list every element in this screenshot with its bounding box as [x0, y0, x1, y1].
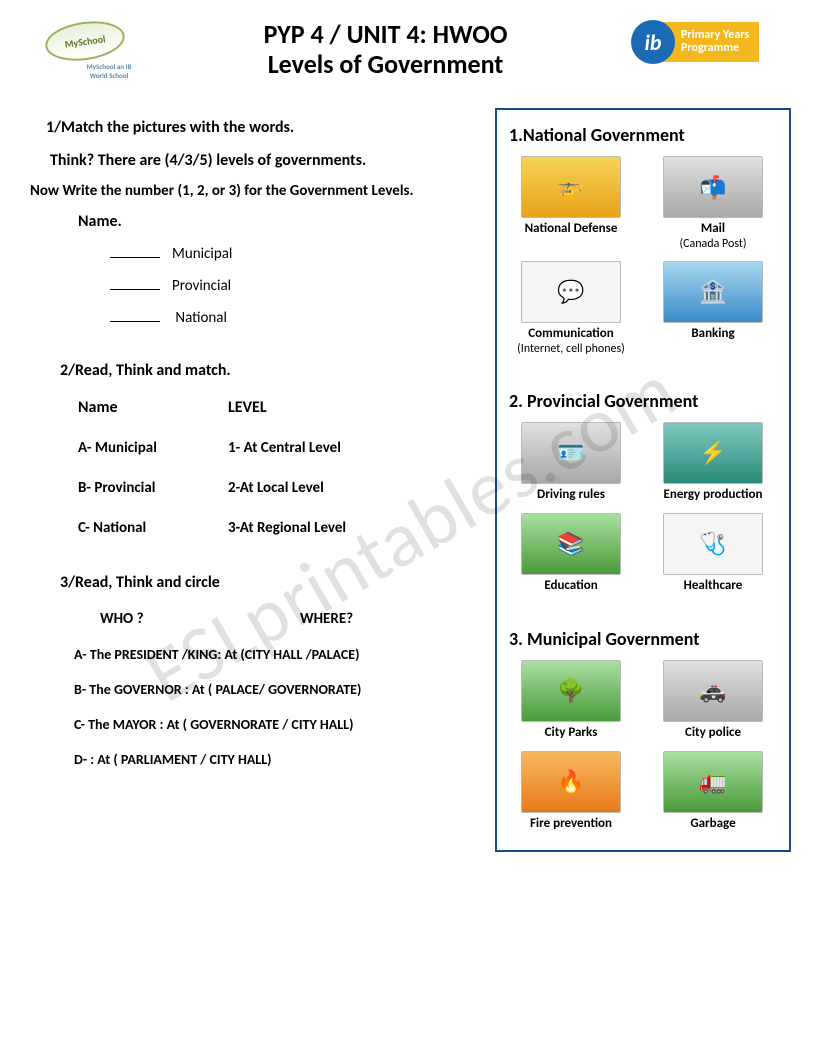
- q3-row: A- The PRESIDENT /KING: At (CITY HALL /P…: [74, 646, 475, 663]
- q3-row: D- : At ( PARLIAMENT / CITY HALL): [74, 751, 475, 768]
- sidebar-item: 🚓 City police: [649, 660, 777, 741]
- sidebar-item-sublabel: (Canada Post): [649, 237, 777, 251]
- q2-cell: B- Provincial: [78, 479, 228, 497]
- sidebar-item: 🪪 Driving rules: [507, 422, 635, 503]
- q2-cell: A- Municipal: [78, 439, 228, 457]
- thumbnail-icon: 🪪: [521, 422, 621, 484]
- sidebar-item: 🏦 Banking: [649, 261, 777, 356]
- spacer: [507, 598, 779, 624]
- sidebar-item-label: Education: [507, 579, 635, 594]
- q1-instruction: Now Write the number (1, 2, or 3) for th…: [30, 182, 475, 200]
- sidebar-item: 📬 Mail(Canada Post): [649, 156, 777, 251]
- sidebar-item-label: National Defense: [507, 222, 635, 237]
- sidebar-item: 📚 Education: [507, 513, 635, 594]
- q2-row: C- National3-At Regional Level: [78, 519, 475, 537]
- thumbnail-icon: 💬: [521, 261, 621, 323]
- q2-header: Name LEVEL: [78, 398, 475, 417]
- q2-cell: 2-At Local Level: [228, 479, 324, 497]
- school-logo-sub: MySchool an IB World School: [78, 62, 140, 80]
- sidebar-grid: 🚁 National Defense 📬 Mail(Canada Post) 💬 Comm…: [507, 156, 779, 360]
- sidebar-item-label: Healthcare: [649, 579, 777, 594]
- q1-item: National: [110, 309, 475, 327]
- page-header: MySchool MySchool an IB World School PYP…: [30, 20, 791, 90]
- q3-header: WHO ? WHERE?: [100, 610, 475, 628]
- blank-line[interactable]: [110, 321, 160, 322]
- thumbnail-icon: 🚓: [663, 660, 763, 722]
- sidebar-item-label: City Parks: [507, 726, 635, 741]
- sidebar-item-label: City police: [649, 726, 777, 741]
- q3-row: B- The GOVERNOR : At ( PALACE/ GOVERNORA…: [74, 681, 475, 698]
- sidebar-grid: 🌳 City Parks 🚓 City police 🔥 Fire prevention 🚛…: [507, 660, 779, 836]
- ib-circle-icon: ib: [631, 20, 675, 64]
- q2-col2: LEVEL: [228, 398, 267, 417]
- sidebar-item-label: Fire prevention: [507, 817, 635, 832]
- q3-row: C- The MAYOR : At ( GOVERNORATE / CITY H…: [74, 716, 475, 733]
- sidebar-item-label: Garbage: [649, 817, 777, 832]
- page-title: PYP 4 / UNIT 4: HWOO Levels of Governmen…: [140, 20, 631, 80]
- school-logo: MySchool MySchool an IB World School: [30, 20, 140, 90]
- thumbnail-icon: 🌳: [521, 660, 621, 722]
- sidebar-section-title: 3. Municipal Government: [509, 628, 779, 650]
- q1-item-label: Provincial: [172, 277, 231, 295]
- blank-line[interactable]: [110, 289, 160, 290]
- sidebar-item: 💬 Communication(Internet, cell phones): [507, 261, 635, 356]
- q2-table: Name LEVEL A- Municipal1- At Central Lev…: [78, 398, 475, 537]
- q1-name-label: Name.: [78, 212, 475, 231]
- left-column: 1/Match the pictures with the words. Thi…: [30, 108, 481, 852]
- title-line1: PYP 4 / UNIT 4: HWOO: [140, 20, 631, 50]
- sidebar-item-label: Mail: [649, 222, 777, 237]
- thumbnail-icon: 🚛: [663, 751, 763, 813]
- sidebar-grid: 🪪 Driving rules ⚡ Energy production 📚 Educati…: [507, 422, 779, 598]
- sidebar-item-label: Banking: [649, 327, 777, 342]
- q2-row: A- Municipal1- At Central Level: [78, 439, 475, 457]
- q2-row: B- Provincial2-At Local Level: [78, 479, 475, 497]
- sidebar-item-label: Communication: [507, 327, 635, 342]
- q3-heading: 3/Read, Think and circle: [60, 573, 475, 592]
- q3-col2: WHERE?: [300, 610, 353, 628]
- q1-item: Municipal: [110, 245, 475, 263]
- q1-think: Think? There are (4/3/5) levels of gover…: [50, 151, 475, 170]
- thumbnail-icon: 🚁: [521, 156, 621, 218]
- q1-heading: 1/Match the pictures with the words.: [46, 118, 475, 137]
- ib-logo: ib Primary Years Programme: [631, 20, 791, 66]
- title-line2: Levels of Government: [140, 50, 631, 80]
- spacer: [507, 360, 779, 386]
- q2-col1: Name: [78, 398, 228, 417]
- q2-heading: 2/Read, Think and match.: [60, 361, 475, 380]
- sidebar-item: 🚛 Garbage: [649, 751, 777, 832]
- q1-item-label: National: [175, 309, 227, 327]
- sidebar-item-label: Driving rules: [507, 488, 635, 503]
- q1-item-label: Municipal: [172, 245, 232, 263]
- thumbnail-icon: 🩺: [663, 513, 763, 575]
- ib-banner-line2: Programme: [681, 42, 749, 55]
- sidebar-item: 🔥 Fire prevention: [507, 751, 635, 832]
- q2-cell: 3-At Regional Level: [228, 519, 346, 537]
- thumbnail-icon: 📬: [663, 156, 763, 218]
- sidebar-section-title: 2. Provincial Government: [509, 390, 779, 412]
- thumbnail-icon: 🔥: [521, 751, 621, 813]
- q2-cell: C- National: [78, 519, 228, 537]
- sidebar-item: ⚡ Energy production: [649, 422, 777, 503]
- ib-banner: Primary Years Programme: [663, 22, 759, 62]
- sidebar-item-label: Energy production: [649, 488, 777, 503]
- q3-col1: WHO ?: [100, 610, 300, 628]
- thumbnail-icon: 📚: [521, 513, 621, 575]
- sidebar-section-title: 1.National Government: [509, 124, 779, 146]
- sidebar-item-sublabel: (Internet, cell phones): [507, 342, 635, 356]
- blank-line[interactable]: [110, 257, 160, 258]
- school-logo-text: MySchool: [64, 32, 106, 51]
- q2-cell: 1- At Central Level: [228, 439, 341, 457]
- sidebar: 1.National Government 🚁 National Defense 📬 M…: [495, 108, 791, 852]
- content: 1/Match the pictures with the words. Thi…: [30, 108, 791, 852]
- sidebar-item: 🌳 City Parks: [507, 660, 635, 741]
- sidebar-item: 🩺 Healthcare: [649, 513, 777, 594]
- q1-item: Provincial: [110, 277, 475, 295]
- thumbnail-icon: 🏦: [663, 261, 763, 323]
- sidebar-item: 🚁 National Defense: [507, 156, 635, 251]
- thumbnail-icon: ⚡: [663, 422, 763, 484]
